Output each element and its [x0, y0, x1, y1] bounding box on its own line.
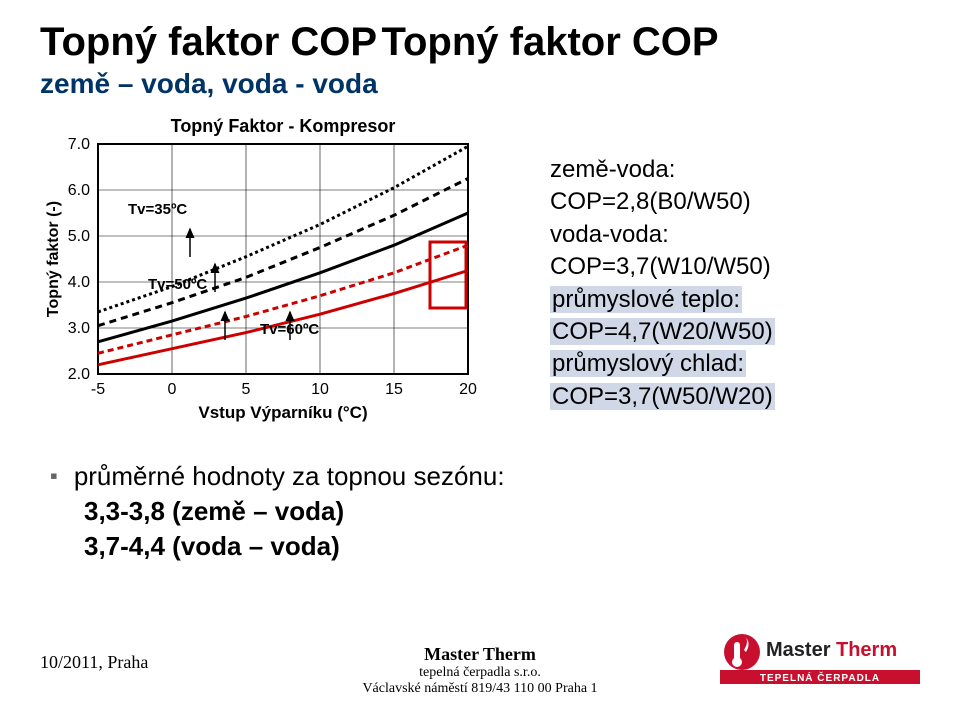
svg-text:0: 0 — [168, 381, 177, 398]
svg-text:3.0: 3.0 — [68, 320, 90, 337]
svg-text:2.0: 2.0 — [68, 366, 90, 383]
bullet-avg: průměrné hodnoty za topnou sezónu: — [50, 459, 920, 494]
svg-text:6.0: 6.0 — [68, 182, 90, 199]
svg-text:5: 5 — [242, 381, 251, 398]
info-voda-voda-label: voda-voda: — [550, 219, 920, 251]
bullet-zeme: 3,3-3,8 (země – voda) — [84, 494, 920, 529]
svg-text:20: 20 — [459, 381, 477, 398]
footer: 10/2011, Praha Master Therm tepelná čerp… — [0, 639, 960, 719]
info-prum-teplo-label: průmyslové teplo: — [550, 284, 920, 316]
svg-text:7.0: 7.0 — [68, 136, 90, 153]
svg-text:TEPELNÁ ČERPADLA: TEPELNÁ ČERPADLA — [760, 671, 880, 684]
svg-text:5.0: 5.0 — [68, 228, 90, 245]
svg-text:-5: -5 — [91, 381, 105, 398]
svg-text:Tv=50ºC: Tv=50ºC — [148, 276, 207, 293]
info-prum-teplo-value: COP=4,7(W20/W50) — [550, 316, 920, 348]
slide-title: Topný faktor COP Topný faktor COP — [40, 20, 920, 64]
svg-text:Topný faktor (-): Topný faktor (-) — [45, 201, 62, 317]
svg-text:15: 15 — [385, 381, 403, 398]
cop-chart: Topný Faktor - Kompresor -5 0 5 10 15 20 2.0 3.0… — [40, 114, 540, 429]
info-zeme-voda-value: COP=2,8(B0/W50) — [550, 186, 920, 218]
svg-text:Topný Faktor - Kompresor: Topný Faktor - Kompresor — [171, 116, 396, 136]
svg-text:10: 10 — [311, 381, 329, 398]
bullet-voda: 3,7-4,4 (voda – voda) — [84, 529, 920, 564]
svg-text:Vstup Výparníku (°C): Vstup Výparníku (°C) — [198, 403, 367, 422]
info-zeme-voda-label: země-voda: — [550, 154, 920, 186]
info-block: země-voda: COP=2,8(B0/W50) voda-voda: CO… — [540, 114, 920, 413]
bullet-list: průměrné hodnoty za topnou sezónu: 3,3-3… — [40, 459, 920, 564]
info-prum-chlad-label: průmyslový chlad: — [550, 348, 920, 380]
svg-text:4.0: 4.0 — [68, 274, 90, 291]
svg-text:Therm: Therm — [836, 639, 897, 661]
svg-text:Master: Master — [766, 639, 831, 661]
logo: Master Therm TEPELNÁ ČERPADLA — [720, 632, 920, 689]
svg-text:Tv=35ºC: Tv=35ºC — [128, 201, 187, 218]
info-voda-voda-value: COP=3,7(W10/W50) — [550, 251, 920, 283]
slide-subtitle: země – voda, voda - voda — [40, 68, 920, 100]
info-prum-chlad-value: COP=3,7(W50/W20) — [550, 381, 920, 413]
